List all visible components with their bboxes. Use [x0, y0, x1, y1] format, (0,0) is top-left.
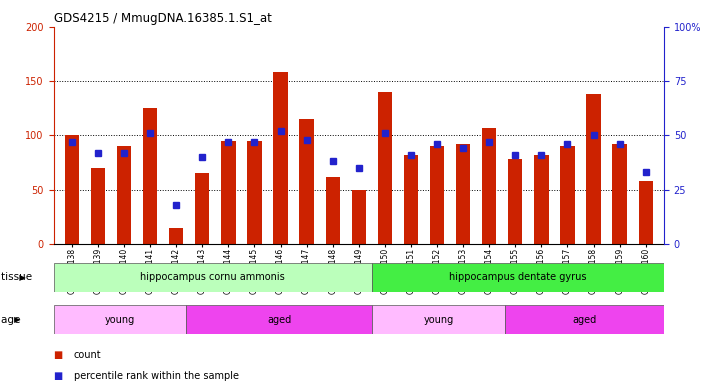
- Bar: [351, 190, 366, 244]
- Bar: [117, 146, 131, 244]
- Bar: [54, 263, 372, 292]
- Text: tissue: tissue: [1, 272, 35, 283]
- Text: hippocampus dentate gyrus: hippocampus dentate gyrus: [449, 272, 587, 283]
- Bar: [143, 108, 157, 244]
- Text: ■: ■: [54, 350, 63, 360]
- Text: aged: aged: [267, 314, 291, 325]
- Text: ■: ■: [54, 371, 63, 381]
- Bar: [169, 228, 183, 244]
- Bar: [560, 146, 575, 244]
- Bar: [273, 73, 288, 244]
- Text: aged: aged: [572, 314, 596, 325]
- Bar: [482, 128, 496, 244]
- Text: GDS4215 / MmugDNA.16385.1.S1_at: GDS4215 / MmugDNA.16385.1.S1_at: [54, 12, 271, 25]
- Bar: [378, 92, 392, 244]
- Bar: [221, 141, 236, 244]
- Bar: [586, 94, 600, 244]
- Text: age: age: [1, 314, 24, 325]
- Bar: [372, 305, 505, 334]
- Bar: [65, 136, 79, 244]
- Bar: [299, 119, 313, 244]
- Bar: [404, 155, 418, 244]
- Bar: [372, 263, 664, 292]
- Text: percentile rank within the sample: percentile rank within the sample: [74, 371, 238, 381]
- Bar: [186, 305, 372, 334]
- Bar: [91, 168, 105, 244]
- Bar: [534, 155, 548, 244]
- Text: young: young: [105, 314, 135, 325]
- Text: ▶: ▶: [1, 315, 20, 324]
- Bar: [456, 144, 471, 244]
- Bar: [638, 181, 653, 244]
- Bar: [430, 146, 444, 244]
- Bar: [195, 173, 209, 244]
- Bar: [505, 305, 664, 334]
- Text: count: count: [74, 350, 101, 360]
- Bar: [613, 144, 627, 244]
- Bar: [508, 159, 523, 244]
- Text: ▶: ▶: [1, 273, 26, 282]
- Bar: [326, 177, 340, 244]
- Text: hippocampus cornu ammonis: hippocampus cornu ammonis: [141, 272, 285, 283]
- Bar: [247, 141, 261, 244]
- Bar: [54, 305, 186, 334]
- Text: young: young: [423, 314, 453, 325]
